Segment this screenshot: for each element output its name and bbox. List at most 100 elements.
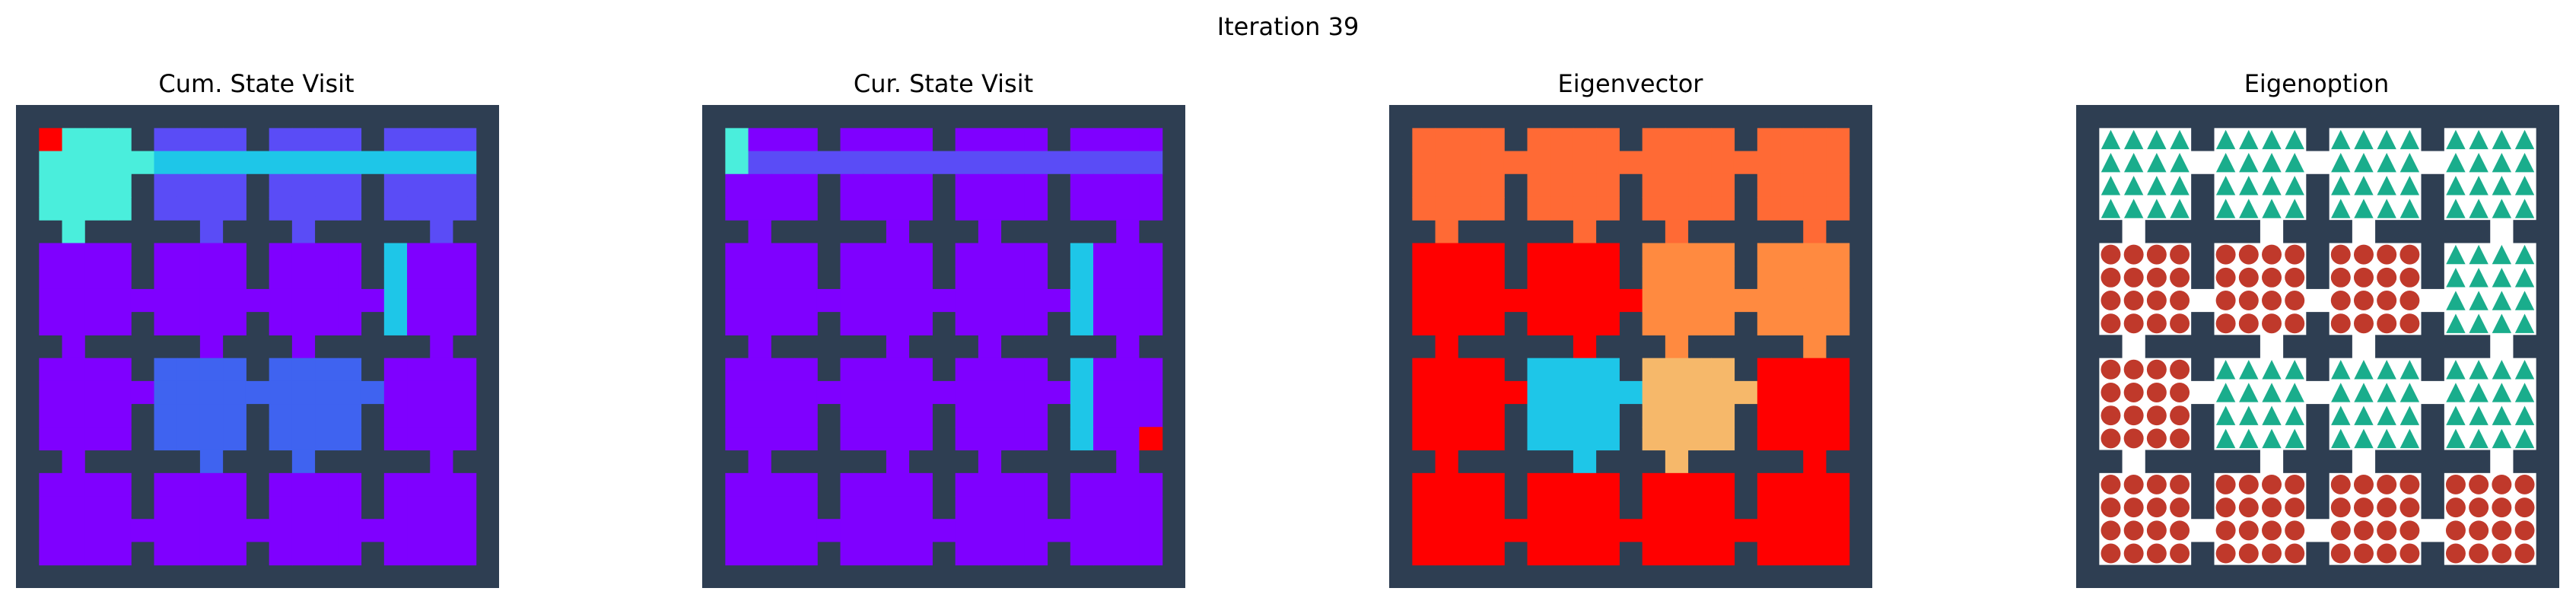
heat-cell xyxy=(1093,243,1117,267)
heat-cell xyxy=(886,496,910,520)
option-circle-mark xyxy=(2262,498,2282,518)
heat-cell xyxy=(84,265,109,290)
door-horizontal xyxy=(2420,380,2445,405)
heat-cell xyxy=(1116,243,1140,267)
option-circle-mark xyxy=(2514,520,2535,541)
heat-cell xyxy=(863,265,887,290)
heat-cell xyxy=(1550,312,1574,335)
door-horizontal xyxy=(931,151,956,174)
heat-cell xyxy=(955,288,979,313)
heat-cell xyxy=(1001,380,1025,405)
option-circle-mark xyxy=(2146,428,2167,449)
heat-cell xyxy=(771,243,795,267)
door-horizontal xyxy=(1733,380,1758,405)
heat-cell xyxy=(315,288,339,313)
heat-cell xyxy=(407,312,431,335)
heat-cell xyxy=(1780,496,1804,520)
heat-cell xyxy=(1070,128,1094,152)
heat-cell xyxy=(840,243,864,267)
heat-cell xyxy=(793,173,818,198)
heat-cell xyxy=(154,427,178,451)
heat-cell xyxy=(407,472,431,497)
option-circle-mark xyxy=(2215,474,2236,494)
heat-cell xyxy=(1596,312,1620,335)
heat-cell xyxy=(886,128,910,152)
heat-cell xyxy=(107,542,132,566)
option-triangle-mark xyxy=(2446,129,2466,150)
option-circle-mark xyxy=(2262,313,2282,334)
heat-cell xyxy=(39,312,63,335)
heat-cell xyxy=(886,196,910,221)
heat-cell xyxy=(407,358,431,382)
option-triangle-mark xyxy=(2446,428,2466,449)
option-triangle-mark xyxy=(2469,428,2489,449)
heat-cell xyxy=(1139,243,1163,267)
heat-cell xyxy=(1024,496,1048,520)
heat-cell xyxy=(725,519,749,543)
heat-cell xyxy=(978,472,1002,497)
heat-cell xyxy=(315,312,339,335)
heat-cell xyxy=(1001,265,1025,290)
door-horizontal xyxy=(816,380,841,405)
option-circle-mark xyxy=(2285,313,2305,334)
heat-cell xyxy=(909,173,933,198)
heat-cell xyxy=(291,427,316,451)
heat-cell xyxy=(978,265,1002,290)
door-vertical xyxy=(1573,219,1597,244)
heat-cell xyxy=(1024,196,1048,221)
heat-cell xyxy=(840,358,864,382)
option-triangle-mark xyxy=(2492,199,2512,218)
option-triangle-mark xyxy=(2101,152,2121,173)
door-vertical xyxy=(748,219,771,244)
heat-cell xyxy=(62,358,86,382)
option-circle-mark xyxy=(2123,359,2144,380)
option-circle-mark xyxy=(2285,543,2305,564)
heat-cell xyxy=(1688,265,1712,290)
option-circle-mark xyxy=(2238,543,2259,564)
heat-cell xyxy=(1688,288,1712,313)
heat-cell xyxy=(430,380,454,405)
heat-cell xyxy=(1458,128,1482,152)
heat-cell xyxy=(430,128,454,152)
heat-cell xyxy=(453,472,477,497)
heat-cell xyxy=(1780,380,1804,405)
heat-cell xyxy=(1093,472,1117,497)
heat-cell xyxy=(1139,496,1163,520)
heat-cell xyxy=(886,288,910,313)
door-vertical xyxy=(1435,334,1458,359)
heat-cell xyxy=(291,265,316,290)
option-triangle-mark xyxy=(2123,176,2144,196)
heat-cell xyxy=(199,404,224,428)
heat-cell xyxy=(177,519,201,543)
option-triangle-mark xyxy=(2215,176,2236,196)
option-triangle-mark xyxy=(2239,152,2259,173)
heat-cell xyxy=(84,128,109,152)
door-vertical xyxy=(1665,219,1689,244)
heat-cell xyxy=(1665,519,1689,543)
heat-cell xyxy=(1573,265,1597,290)
heat-cell xyxy=(338,128,362,152)
heat-cell xyxy=(1596,542,1620,566)
heat-cell xyxy=(909,358,933,382)
option-triangle-mark xyxy=(2354,199,2374,218)
heat-cell xyxy=(407,128,431,152)
heat-cell xyxy=(199,151,224,175)
option-triangle-mark xyxy=(2215,129,2236,150)
door-vertical xyxy=(430,334,453,359)
heat-cell xyxy=(1573,128,1597,152)
option-circle-mark xyxy=(2215,267,2236,288)
heat-cell xyxy=(886,173,910,198)
heat-cell xyxy=(1480,427,1505,451)
heat-cell xyxy=(840,404,864,428)
option-circle-mark xyxy=(2146,382,2167,402)
heat-cell xyxy=(748,312,772,335)
option-circle-mark xyxy=(2285,291,2305,311)
option-circle-mark xyxy=(2123,428,2144,449)
heat-cell xyxy=(1826,288,1850,313)
heat-cell xyxy=(315,496,339,520)
door-horizontal xyxy=(816,151,841,174)
heat-cell xyxy=(177,404,201,428)
heat-cell xyxy=(383,196,408,221)
option-triangle-mark xyxy=(2354,405,2374,425)
door-horizontal xyxy=(2420,151,2445,174)
